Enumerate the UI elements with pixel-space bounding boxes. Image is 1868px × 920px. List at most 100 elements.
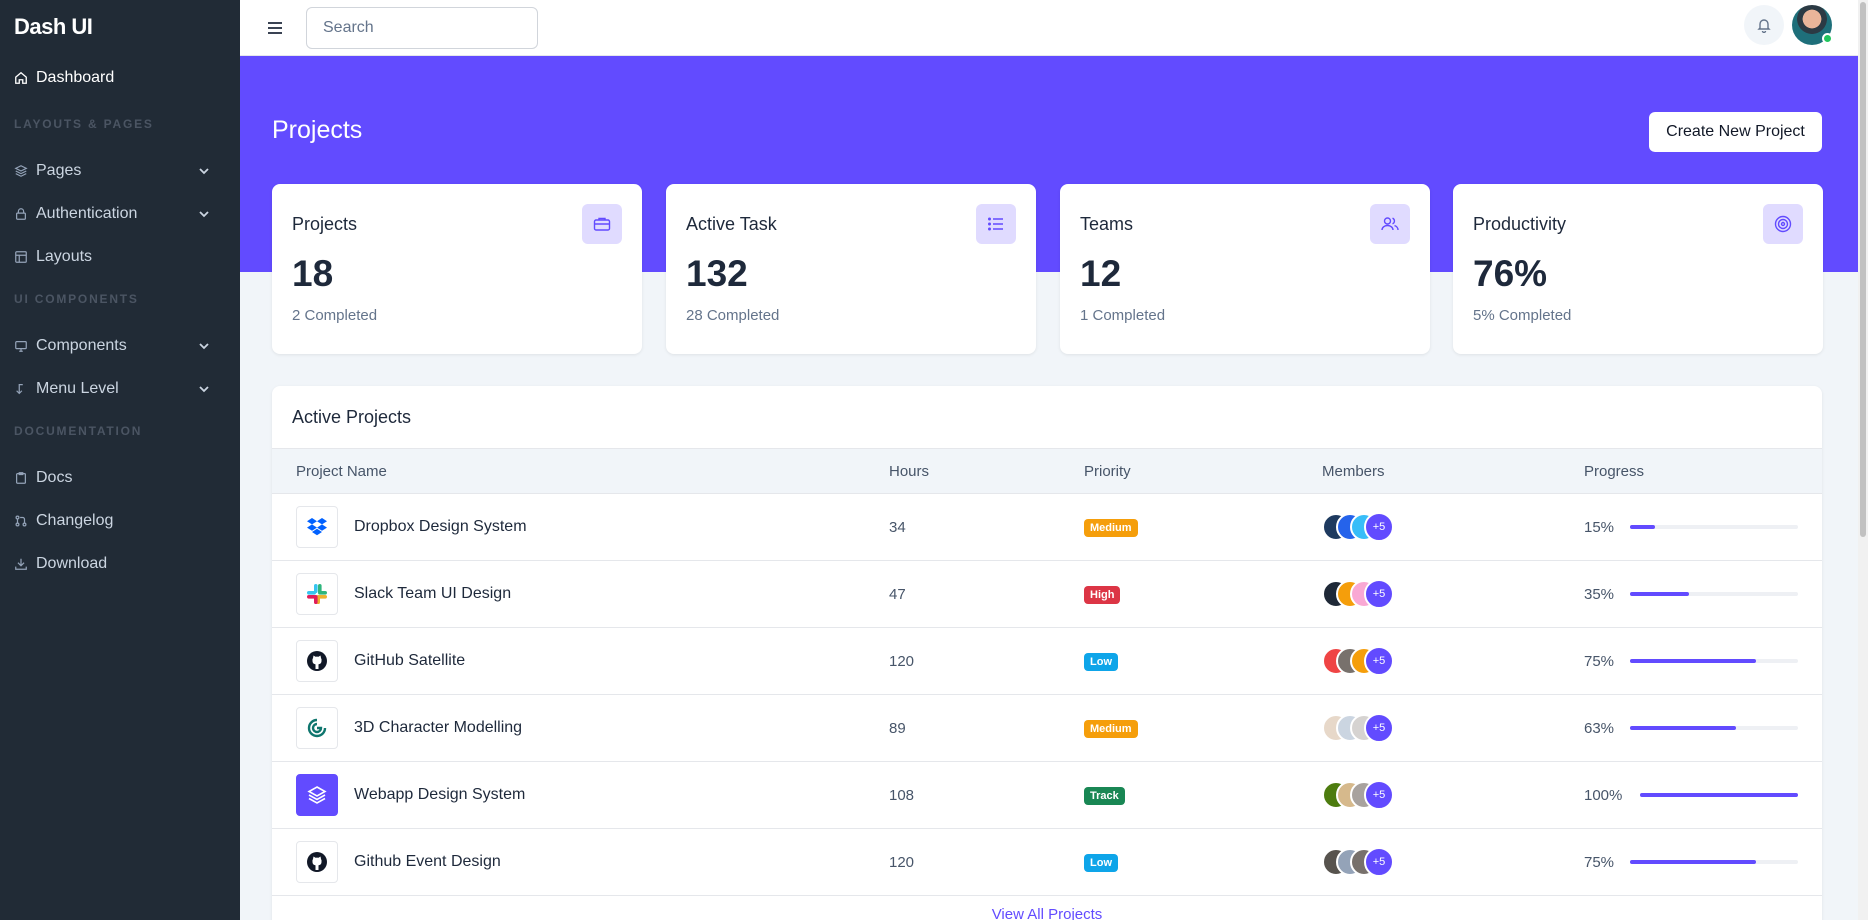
stat-label: Productivity	[1473, 214, 1567, 234]
topbar	[240, 0, 1868, 56]
column-header: Project Name	[296, 462, 387, 480]
more-members-badge[interactable]: +5	[1364, 780, 1394, 810]
table-row[interactable]: 3D Character Modelling 89 Medium +5 63%	[272, 695, 1822, 762]
scrollbar-thumb[interactable]	[1860, 2, 1866, 537]
stat-label: Teams	[1080, 214, 1134, 234]
progress-fill	[1630, 659, 1756, 663]
stat-card-active-task: Active Task 132 28 Completed	[666, 184, 1036, 354]
notification-bell-icon[interactable]	[1744, 5, 1784, 45]
corner-down-icon	[14, 382, 28, 396]
sidebar-item-pages[interactable]: Pages	[0, 149, 240, 192]
stat-label: Projects	[292, 214, 358, 234]
stat-value: 132	[686, 253, 748, 294]
priority-badge: Low	[1084, 853, 1118, 872]
search-input[interactable]	[306, 6, 538, 49]
monitor-icon	[14, 339, 28, 353]
sidebar-item-layouts[interactable]: Layouts	[0, 235, 240, 278]
layers-logo-icon	[296, 774, 338, 816]
progress-bar	[1630, 592, 1798, 596]
progress-percent: 100%	[1584, 786, 1623, 804]
project-name[interactable]: Dropbox Design System	[354, 518, 527, 535]
priority-badge: Medium	[1084, 719, 1138, 738]
sidebar-item-label: Docs	[36, 468, 73, 486]
sidebar-item-docs[interactable]: Docs	[0, 456, 240, 499]
progress-percent: 63%	[1584, 719, 1615, 737]
more-members-badge[interactable]: +5	[1364, 512, 1394, 542]
stat-sub: 5% Completed	[1473, 307, 1572, 324]
table-row[interactable]: Github Event Design 120 Low +5 75%	[272, 829, 1822, 896]
chevron-down-icon	[199, 210, 209, 217]
nav-heading-docs: DOCUMENTATION	[14, 424, 143, 438]
sidebar-item-components[interactable]: Components	[0, 324, 240, 367]
member-avatars: +5	[1322, 512, 1584, 542]
stat-card-productivity: Productivity 76% 5% Completed	[1453, 184, 1823, 354]
project-hours: 120	[889, 853, 915, 871]
progress-bar	[1630, 525, 1798, 529]
sidebar-item-download[interactable]: Download	[0, 542, 240, 585]
project-hours: 120	[889, 652, 915, 670]
progress-bar	[1630, 726, 1798, 730]
hamburger-menu-icon[interactable]	[264, 17, 286, 39]
git-pull-request-icon	[14, 514, 28, 528]
download-icon	[14, 557, 28, 571]
sidebar-item-label: Download	[36, 554, 108, 572]
progress-bar	[1640, 793, 1798, 797]
sidebar-item-label: Authentication	[36, 204, 138, 222]
column-header: Hours	[889, 462, 930, 480]
sidebar-item-label: Dashboard	[36, 68, 115, 86]
sidebar-item-dashboard[interactable]: Dashboard	[0, 56, 240, 99]
progress-fill	[1630, 592, 1689, 596]
table-row[interactable]: Slack Team UI Design 47 High +5 35%	[272, 561, 1822, 628]
stat-value: 76%	[1473, 253, 1548, 294]
home-icon	[14, 71, 28, 85]
page-scrollbar[interactable]	[1858, 0, 1868, 920]
sidebar-item-authentication[interactable]: Authentication	[0, 192, 240, 235]
view-all-projects-link[interactable]: View All Projects	[991, 906, 1103, 920]
progress-percent: 75%	[1584, 853, 1615, 871]
more-members-badge[interactable]: +5	[1364, 713, 1394, 743]
member-avatars: +5	[1322, 780, 1584, 810]
project-name[interactable]: GitHub Satellite	[354, 652, 466, 669]
more-members-badge[interactable]: +5	[1364, 646, 1394, 676]
list-icon	[976, 204, 1016, 244]
chevron-down-icon	[199, 342, 209, 349]
brand-logo[interactable]: Dash UI	[14, 14, 93, 39]
active-projects-card: Active Projects Project Name Hours Prior…	[272, 386, 1822, 920]
sidebar-item-label: Layouts	[36, 247, 93, 265]
table-title: Active Projects	[292, 406, 412, 427]
project-name[interactable]: Webapp Design System	[354, 786, 526, 803]
stat-label: Active Task	[686, 214, 777, 234]
nav-heading-ui: UI COMPONENTS	[14, 292, 139, 306]
table-row[interactable]: Dropbox Design System 34 Medium +5 15%	[272, 494, 1822, 561]
stat-card-teams: Teams 12 1 Completed	[1060, 184, 1430, 354]
project-hours: 47	[889, 585, 906, 603]
sidebar-item-menu-level[interactable]: Menu Level	[0, 367, 240, 410]
table-row[interactable]: Webapp Design System 108 Track +5 100%	[272, 762, 1822, 829]
member-avatars: +5	[1322, 646, 1584, 676]
project-name[interactable]: Github Event Design	[354, 853, 501, 870]
more-members-badge[interactable]: +5	[1364, 579, 1394, 609]
online-status-dot	[1822, 33, 1833, 44]
sidebar-item-label: Components	[36, 336, 127, 354]
table-row[interactable]: GitHub Satellite 120 Low +5 75%	[272, 628, 1822, 695]
member-avatars: +5	[1322, 847, 1584, 877]
project-hours: 34	[889, 518, 906, 536]
sidebar-item-label: Menu Level	[36, 379, 119, 397]
more-members-badge[interactable]: +5	[1364, 847, 1394, 877]
priority-badge: Low	[1084, 652, 1118, 671]
stat-sub: 1 Completed	[1080, 307, 1166, 324]
priority-badge: Track	[1084, 786, 1125, 805]
project-name[interactable]: 3D Character Modelling	[354, 719, 523, 736]
create-new-project-button[interactable]: Create New Project	[1649, 112, 1822, 152]
sidebar-item-changelog[interactable]: Changelog	[0, 499, 240, 542]
user-avatar[interactable]	[1792, 5, 1833, 45]
progress-percent: 75%	[1584, 652, 1615, 670]
member-avatars: +5	[1322, 579, 1584, 609]
chevron-down-icon	[199, 385, 209, 392]
progress-percent: 15%	[1584, 518, 1615, 536]
progress-bar	[1630, 860, 1798, 864]
project-name[interactable]: Slack Team UI Design	[354, 585, 512, 602]
lock-icon	[14, 207, 28, 221]
page-title: Projects	[272, 116, 363, 144]
table-header: Project Name Hours Priority Members Prog…	[272, 448, 1822, 494]
